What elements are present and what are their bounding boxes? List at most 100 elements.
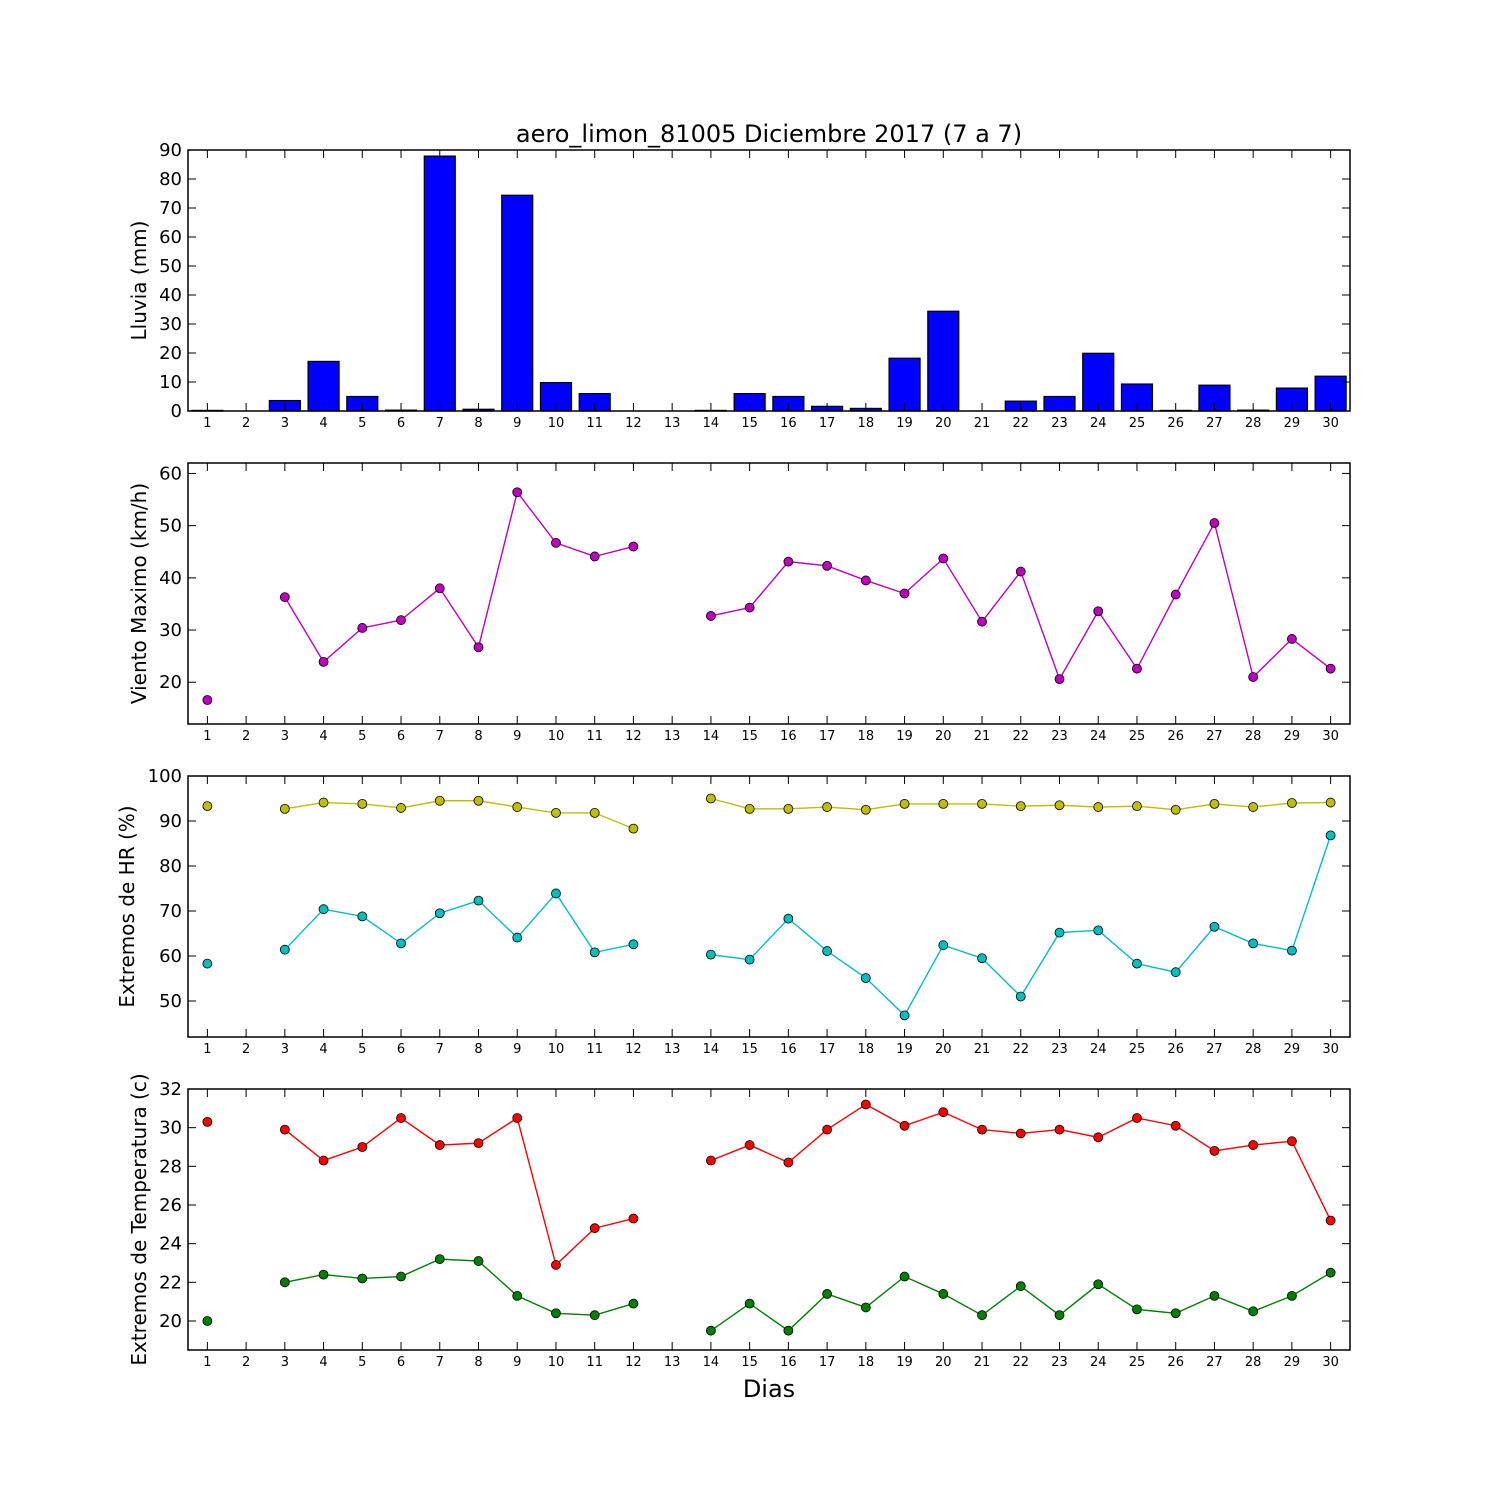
x-tick-label: 2 [242, 416, 250, 431]
data-point [396, 1113, 406, 1123]
data-point [473, 795, 484, 806]
rain-bar [1082, 352, 1115, 412]
data-point [396, 1271, 406, 1282]
x-tick-label: 5 [358, 416, 366, 431]
x-tick-label: 26 [1167, 729, 1184, 744]
data-point [1054, 674, 1065, 685]
x-tick-label: 3 [281, 729, 289, 744]
x-tick-label: 1 [203, 729, 211, 744]
data-point [860, 1302, 871, 1313]
data-point [1132, 958, 1142, 969]
rain-bar [927, 310, 960, 412]
y-tick-label: 26 [159, 1195, 182, 1216]
series-line [710, 1103, 1332, 1221]
x-tick-label: 19 [896, 729, 913, 744]
data-point [977, 953, 987, 964]
series-line [284, 800, 634, 830]
data-point [279, 592, 290, 603]
data-point [1248, 672, 1259, 682]
y-tick-label: 20 [159, 343, 182, 364]
y-tick-label: 80 [159, 856, 182, 877]
x-tick-label: 11 [586, 729, 603, 744]
data-point [1132, 663, 1142, 674]
data-point [706, 793, 716, 804]
data-point [396, 938, 406, 949]
y-tick-label: 28 [159, 1156, 182, 1177]
data-point [279, 1277, 290, 1288]
data-point [1209, 921, 1220, 932]
data-point [357, 623, 368, 633]
data-point [589, 947, 600, 958]
x-tick-label: 12 [625, 1355, 642, 1370]
x-axis-label: Dias [743, 1375, 795, 1403]
data-point [706, 1325, 716, 1336]
x-tick-label: 22 [1012, 729, 1029, 744]
data-point [1248, 802, 1259, 812]
data-point [434, 583, 445, 594]
data-point [551, 1308, 561, 1319]
x-tick-label: 9 [513, 729, 521, 744]
x-tick-label: 23 [1051, 729, 1068, 744]
x-tick-label: 16 [780, 1355, 797, 1370]
data-point [783, 1157, 794, 1168]
data-point [977, 1124, 987, 1135]
x-tick-label: 17 [819, 1042, 836, 1057]
x-tick-label: 29 [1284, 1042, 1301, 1057]
y-tick-label: 60 [159, 227, 182, 248]
data-point [1054, 927, 1065, 938]
data-point [1287, 945, 1297, 956]
x-tick-label: 3 [281, 1042, 289, 1057]
series-line [710, 835, 1332, 1017]
data-point [1054, 800, 1065, 811]
x-tick-label: 4 [319, 1355, 327, 1370]
x-tick-label: 5 [358, 1355, 366, 1370]
y-tick-label: 50 [159, 516, 182, 537]
data-point [1132, 1304, 1142, 1315]
x-tick-label: 22 [1012, 1355, 1029, 1370]
x-tick-label: 21 [974, 1042, 991, 1057]
data-point [628, 541, 639, 552]
x-tick-label: 6 [397, 1042, 405, 1057]
data-point [434, 908, 445, 919]
x-tick-label: 29 [1284, 1355, 1301, 1370]
x-tick-label: 5 [358, 1042, 366, 1057]
x-tick-label: 19 [896, 1355, 913, 1370]
data-point [357, 799, 368, 809]
x-tick-label: 17 [819, 1355, 836, 1370]
y-tick-label: 24 [159, 1234, 182, 1255]
data-point [977, 799, 987, 809]
data-point [589, 551, 600, 562]
y-tick-label: 30 [159, 620, 182, 641]
x-tick-label: 26 [1167, 1042, 1184, 1057]
y-tick-label: 22 [159, 1272, 182, 1293]
x-tick-label: 21 [974, 416, 991, 431]
data-point [706, 611, 716, 621]
x-tick-label: 18 [858, 1042, 875, 1057]
data-point [202, 1116, 213, 1127]
data-point [822, 560, 832, 571]
data-point [1170, 804, 1181, 815]
y-axis-label: Viento Maximo (km/h) [127, 483, 151, 704]
x-tick-label: 8 [474, 1355, 482, 1370]
data-point [744, 1140, 755, 1150]
x-tick-label: 18 [858, 729, 875, 744]
data-point [434, 1254, 445, 1265]
data-point [202, 958, 213, 969]
data-point [1015, 566, 1026, 577]
data-point [1209, 1145, 1220, 1156]
data-point [1054, 1124, 1065, 1135]
x-tick-label: 18 [858, 1355, 875, 1370]
y-tick-label: 100 [148, 766, 182, 787]
data-point [1287, 634, 1297, 644]
x-tick-label: 6 [397, 1355, 405, 1370]
data-point [783, 1325, 794, 1336]
data-point [473, 642, 484, 653]
x-tick-label: 6 [397, 729, 405, 744]
data-point [1170, 1120, 1181, 1131]
y-tick-label: 0 [171, 401, 182, 422]
data-point [279, 803, 290, 814]
axes-frame [187, 1088, 1351, 1351]
